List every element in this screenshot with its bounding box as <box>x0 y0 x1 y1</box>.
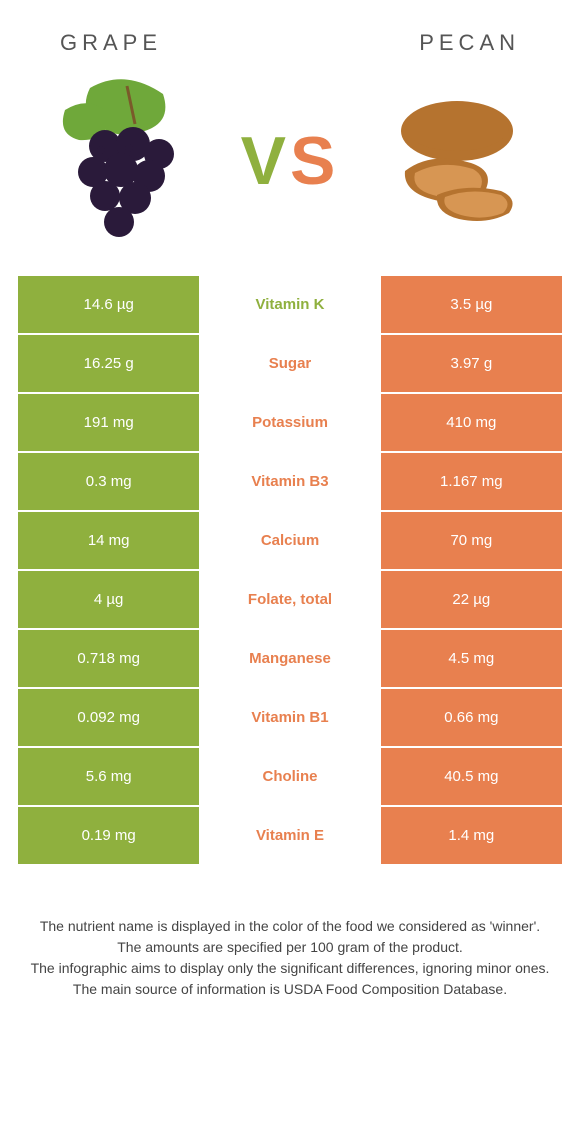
grape-icon <box>45 76 205 246</box>
header: GRAPE PECAN <box>0 0 580 66</box>
footer-notes: The nutrient name is displayed in the co… <box>0 866 580 1000</box>
nutrient-label: Manganese <box>199 630 380 687</box>
nutrient-row: 0.718 mgManganese4.5 mg <box>18 630 562 687</box>
pecan-image <box>370 76 540 246</box>
nutrient-row: 191 mgPotassium410 mg <box>18 394 562 451</box>
value-left: 0.092 mg <box>18 689 199 746</box>
nutrient-row: 4 µgFolate, total22 µg <box>18 571 562 628</box>
vs-label: VS <box>241 122 340 200</box>
value-right: 70 mg <box>381 512 562 569</box>
value-right: 22 µg <box>381 571 562 628</box>
value-right: 1.4 mg <box>381 807 562 864</box>
value-right: 3.5 µg <box>381 276 562 333</box>
nutrient-row: 0.19 mgVitamin E1.4 mg <box>18 807 562 864</box>
food-left-title: GRAPE <box>60 30 162 56</box>
footer-line-4: The main source of information is USDA F… <box>30 979 550 1000</box>
value-left: 14 mg <box>18 512 199 569</box>
value-left: 4 µg <box>18 571 199 628</box>
vs-s: S <box>290 123 339 199</box>
footer-line-2: The amounts are specified per 100 gram o… <box>30 937 550 958</box>
value-left: 0.718 mg <box>18 630 199 687</box>
value-left: 191 mg <box>18 394 199 451</box>
value-right: 1.167 mg <box>381 453 562 510</box>
nutrient-label: Choline <box>199 748 380 805</box>
nutrient-row: 14.6 µgVitamin K3.5 µg <box>18 276 562 333</box>
value-right: 40.5 mg <box>381 748 562 805</box>
hero-row: VS <box>0 66 580 276</box>
value-right: 410 mg <box>381 394 562 451</box>
footer-line-3: The infographic aims to display only the… <box>30 958 550 979</box>
pecan-icon <box>375 91 535 231</box>
nutrient-label: Sugar <box>199 335 380 392</box>
food-right-title: PECAN <box>419 30 520 56</box>
nutrient-table: 14.6 µgVitamin K3.5 µg16.25 gSugar3.97 g… <box>0 276 580 864</box>
nutrient-label: Potassium <box>199 394 380 451</box>
nutrient-row: 14 mgCalcium70 mg <box>18 512 562 569</box>
nutrient-label: Vitamin B3 <box>199 453 380 510</box>
nutrient-row: 0.092 mgVitamin B10.66 mg <box>18 689 562 746</box>
value-right: 4.5 mg <box>381 630 562 687</box>
value-right: 3.97 g <box>381 335 562 392</box>
value-right: 0.66 mg <box>381 689 562 746</box>
vs-v: V <box>241 123 290 199</box>
nutrient-row: 5.6 mgCholine40.5 mg <box>18 748 562 805</box>
nutrient-label: Vitamin B1 <box>199 689 380 746</box>
nutrient-row: 0.3 mgVitamin B31.167 mg <box>18 453 562 510</box>
nutrient-label: Folate, total <box>199 571 380 628</box>
nutrient-label: Calcium <box>199 512 380 569</box>
value-left: 14.6 µg <box>18 276 199 333</box>
value-left: 0.3 mg <box>18 453 199 510</box>
value-left: 0.19 mg <box>18 807 199 864</box>
nutrient-row: 16.25 gSugar3.97 g <box>18 335 562 392</box>
grape-image <box>40 76 210 246</box>
footer-line-1: The nutrient name is displayed in the co… <box>30 916 550 937</box>
value-left: 16.25 g <box>18 335 199 392</box>
nutrient-label: Vitamin K <box>199 276 380 333</box>
value-left: 5.6 mg <box>18 748 199 805</box>
nutrient-label: Vitamin E <box>199 807 380 864</box>
